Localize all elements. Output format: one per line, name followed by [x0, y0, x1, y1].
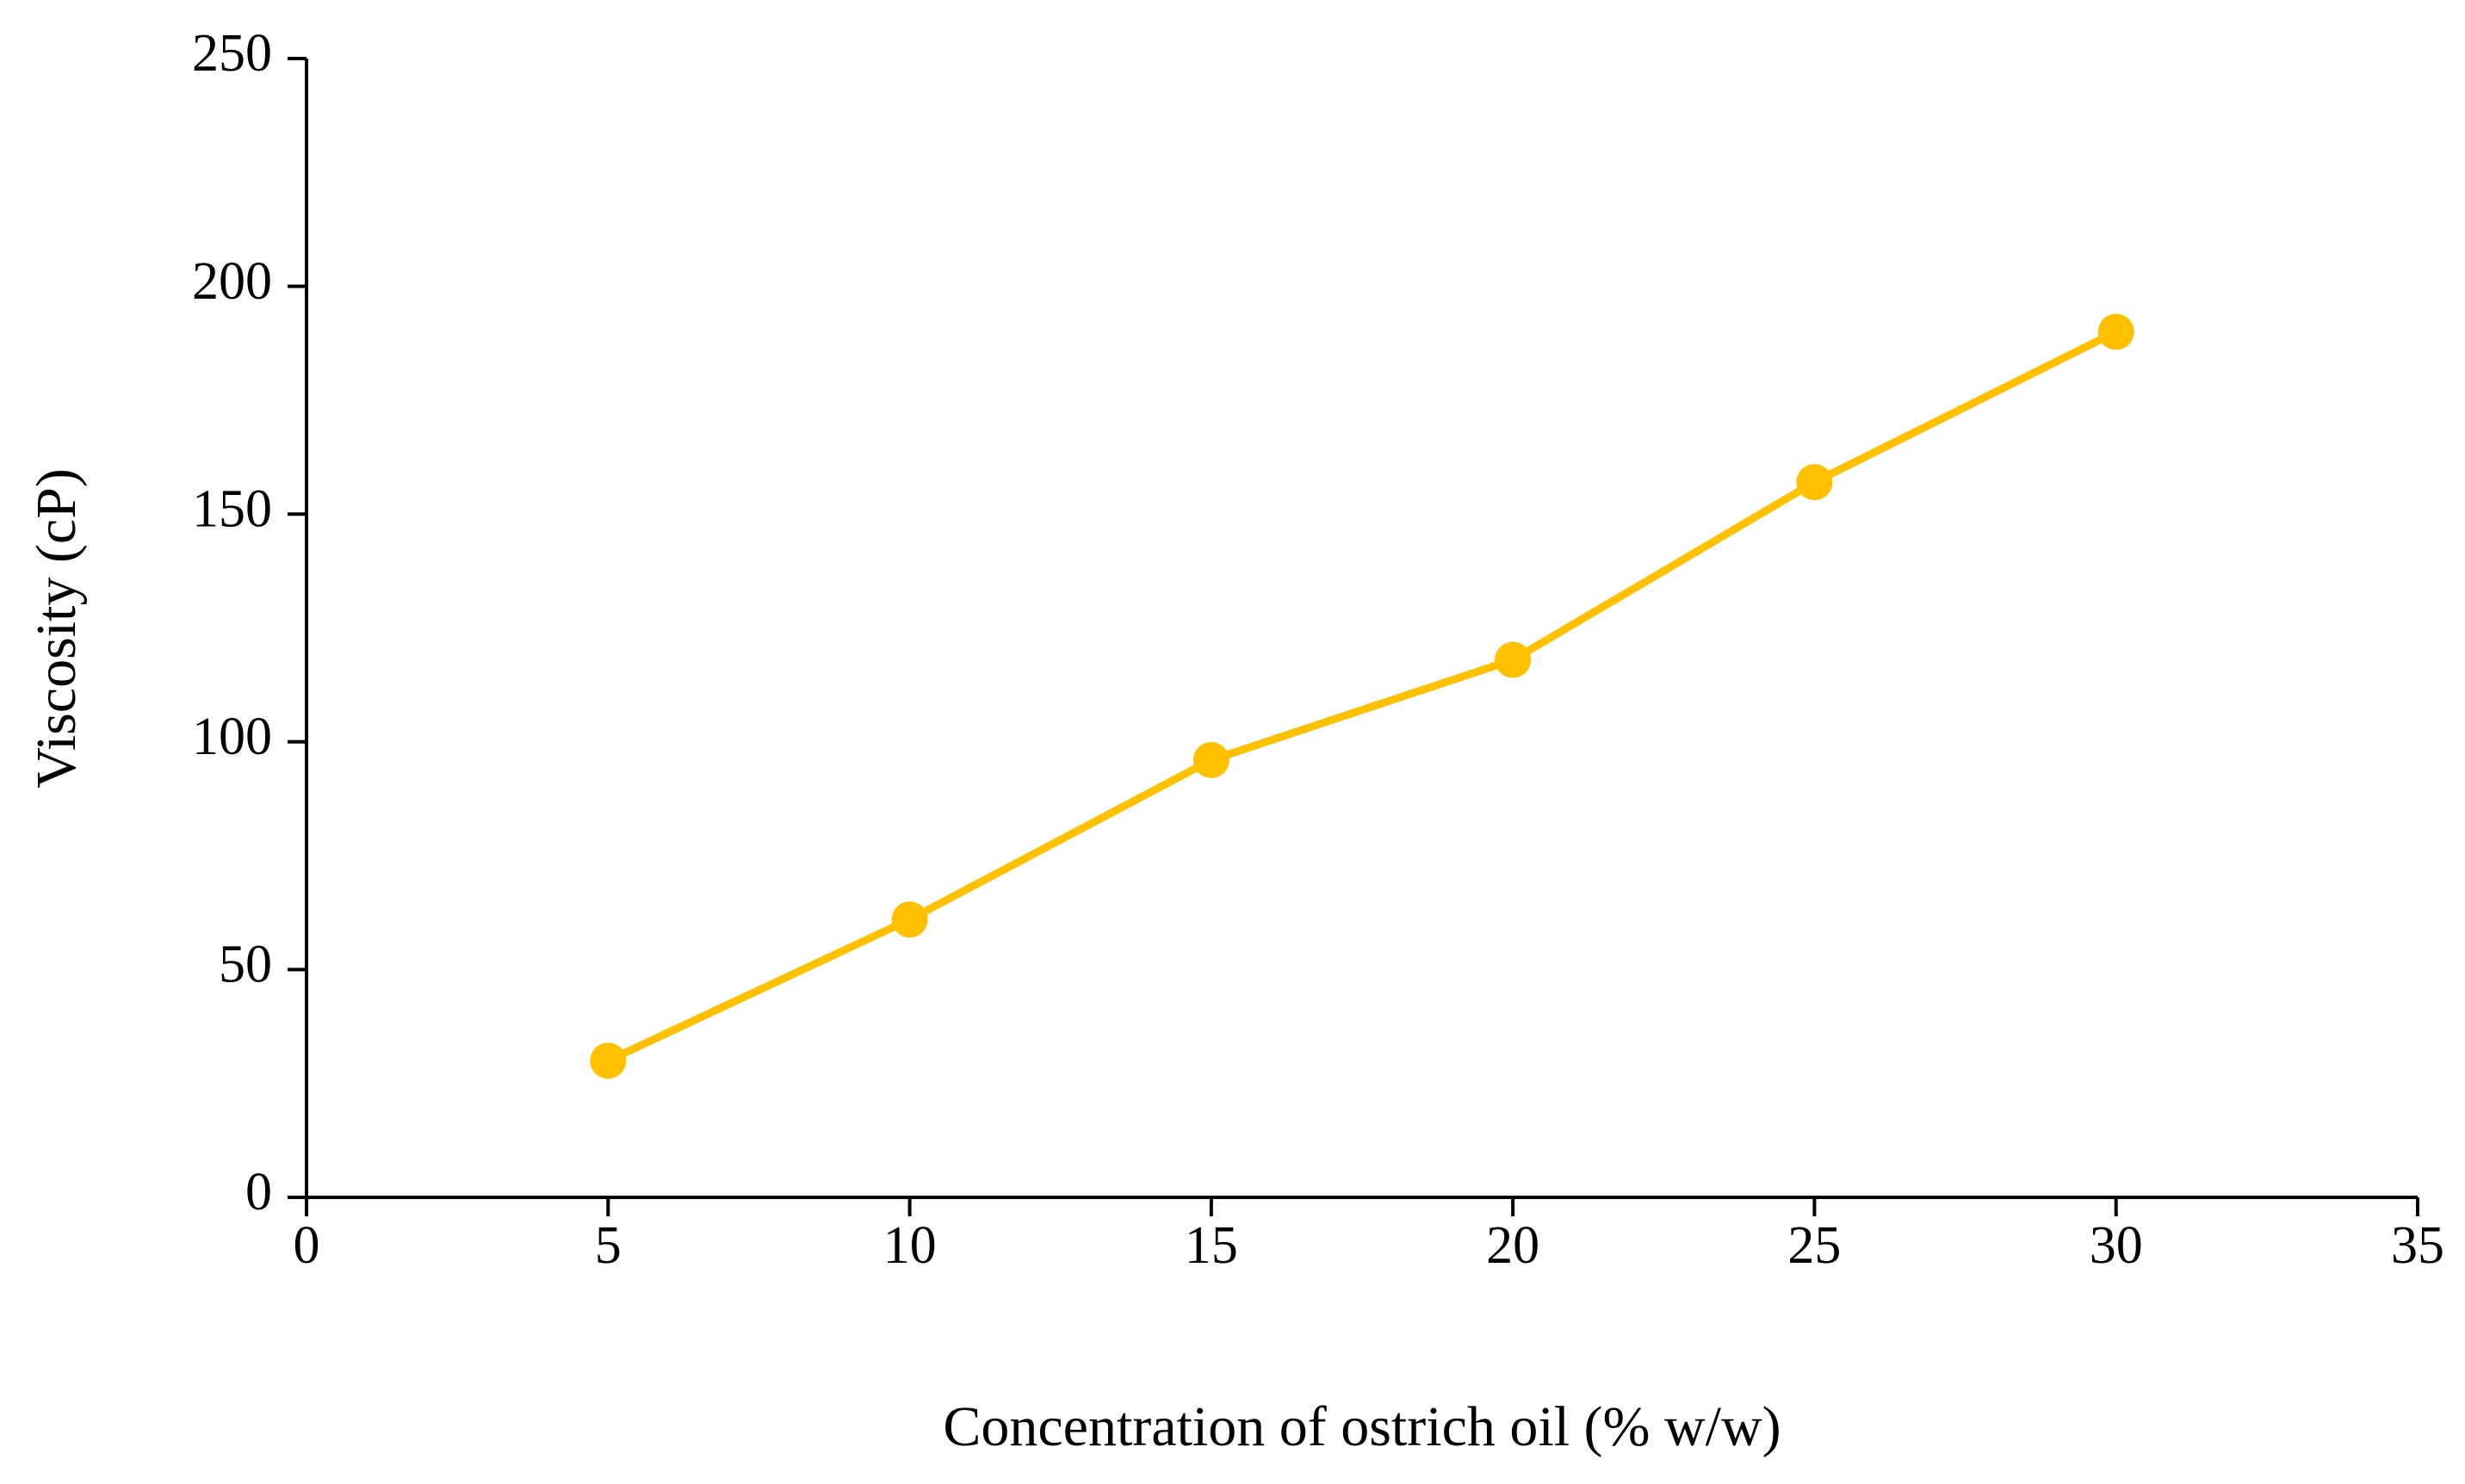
x-tick-label: 0 [294, 1216, 320, 1275]
x-tick-label: 5 [595, 1216, 622, 1275]
y-tick-label: 0 [245, 1163, 272, 1221]
y-tick-label: 250 [192, 24, 272, 83]
data-point [2097, 313, 2134, 350]
x-tick-label: 30 [2090, 1216, 2143, 1275]
y-tick-label: 100 [192, 708, 272, 766]
data-point [1495, 641, 1532, 678]
y-tick-label: 200 [192, 252, 272, 311]
data-point [891, 901, 928, 938]
y-tick-label: 150 [192, 479, 272, 538]
data-point [1192, 741, 1229, 778]
x-tick-label: 15 [1185, 1216, 1238, 1275]
x-tick-label: 10 [883, 1216, 937, 1275]
x-axis-title: Concentration of ostrich oil (% w/w) [943, 1395, 1781, 1458]
data-point [1796, 464, 1833, 501]
x-tick-label: 35 [2391, 1216, 2444, 1275]
data-point [590, 1042, 627, 1079]
x-tick-label: 25 [1787, 1216, 1841, 1275]
y-tick-label: 50 [219, 936, 272, 994]
series-line [606, 328, 2118, 1065]
x-tick-label: 20 [1486, 1216, 1539, 1275]
y-axis-title: Viscosity (cP) [25, 468, 88, 788]
